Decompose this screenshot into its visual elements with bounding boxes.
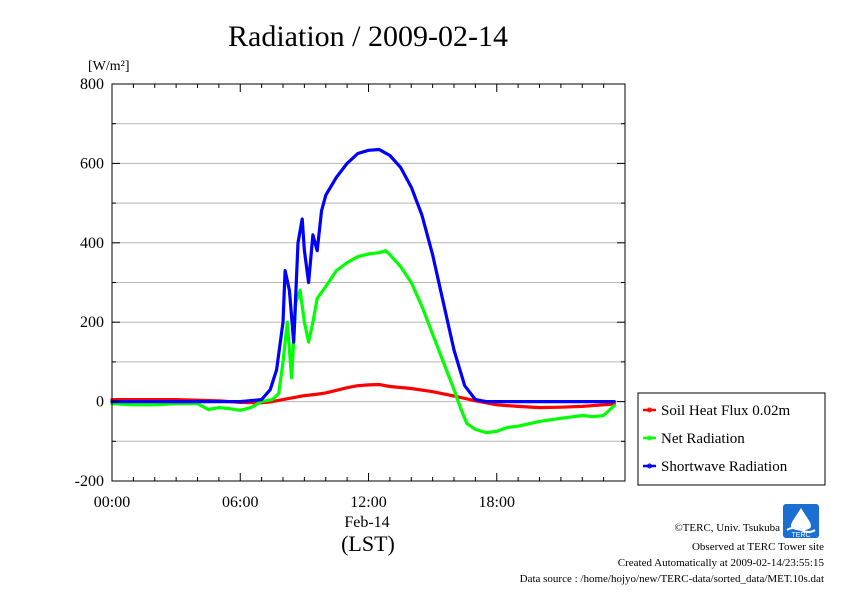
credit-created: Created Automatically at 2009-02-14/23:5… [618,557,825,569]
x-axis-date-label: Feb-14 [344,514,389,531]
y-tick-label: 0 [96,394,104,411]
legend-marker-shortwave-radiation [647,463,652,469]
x-tick-label: 06:00 [222,494,258,511]
grid [112,123,625,442]
credit-copyright: ©TERC, Univ. Tsukuba [674,522,780,534]
x-ticks: 00:00 06:00 12:00 18:00 [94,84,626,511]
x-tick-label: 00:00 [94,494,130,511]
y-tick-label: 800 [80,76,104,93]
legend-label-soil-heat-flux-0-02m: Soil Heat Flux 0.02m [661,403,791,419]
legend: Soil Heat Flux 0.02m Net Radiation Shortwa… [637,392,826,486]
series-line-shortwave-radiation [110,147,616,404]
y-tick-label: -200 [75,473,104,490]
credit-observed: Observed at TERC Tower site [692,541,824,553]
credit-data-source: Data source : /home/hojyo/new/TERC-data/… [520,573,824,585]
x-axis-timezone-label: (LST) [341,531,395,556]
logo-text: TERC [791,532,810,539]
terc-logo: TERC [783,504,819,539]
series-line-net-radiation [110,249,616,435]
x-tick-label: 18:00 [479,494,515,511]
series-group [110,147,616,435]
x-tick-label: 12:00 [350,494,386,511]
legend-marker-net-radiation [647,435,652,441]
y-tick-label: 400 [80,235,104,252]
legend-marker-soil-heat-flux-0-02m [647,407,652,413]
legend-label-net-radiation: Net Radiation [661,431,745,447]
y-tick-label: 200 [80,314,104,331]
y-ticks: -200 0 200 400 600 800 [75,76,625,490]
y-axis-unit: [W/m²] [88,59,130,74]
y-tick-label: 600 [80,155,104,172]
legend-label-shortwave-radiation: Shortwave Radiation [661,459,788,475]
legend-box [637,392,826,486]
chart-title: Radiation / 2009-02-14 [228,20,508,53]
